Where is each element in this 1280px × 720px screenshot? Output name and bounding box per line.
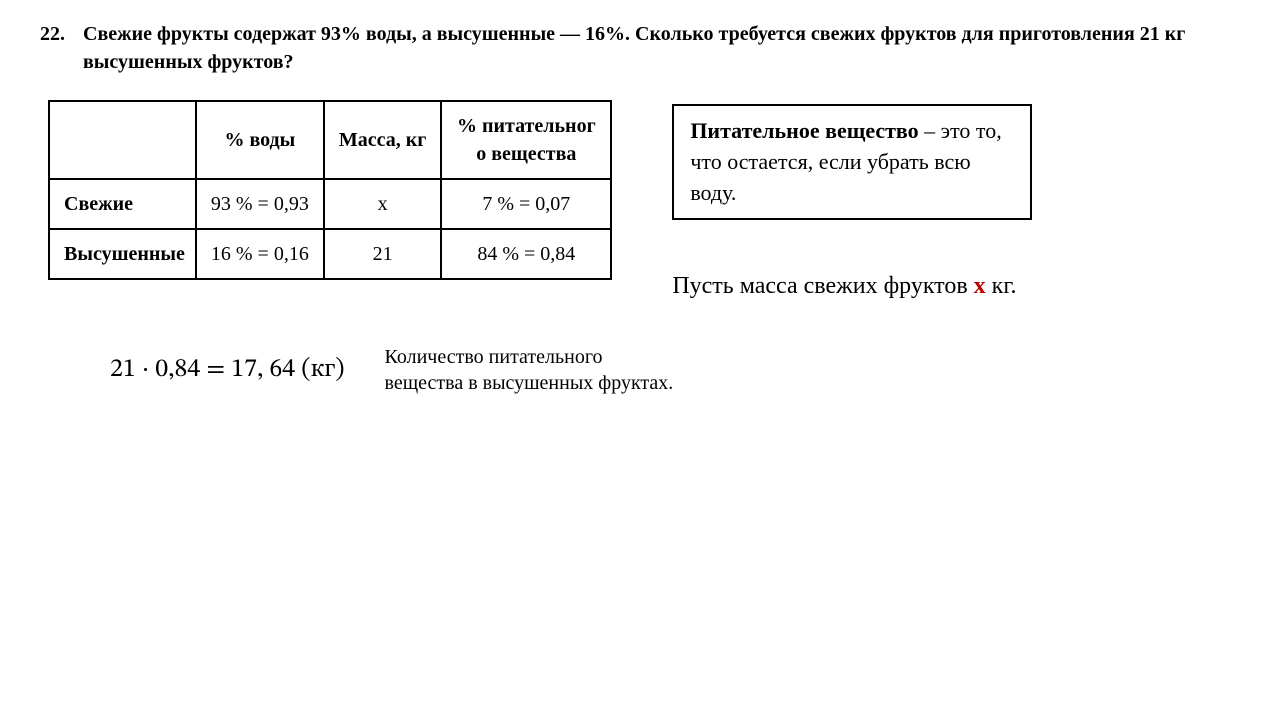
cell: 21 — [324, 229, 441, 279]
definition-box: Питательное вещество – это то, что остае… — [672, 104, 1032, 220]
cell: 7 % = 0,07 — [441, 179, 611, 229]
col-mass: Масса, кг — [324, 101, 441, 179]
cell: 84 % = 0,84 — [441, 229, 611, 279]
table-row: Свежие 93 % = 0,93 х 7 % = 0,07 — [49, 179, 611, 229]
variable-x: х — [974, 273, 986, 299]
calculation-caption: Количество питательного вещества в высуш… — [385, 344, 674, 396]
let-after: кг. — [986, 273, 1017, 299]
caption-line2: вещества в высушенных фруктах. — [385, 372, 674, 394]
col-nutrient: % питательног о вещества — [441, 101, 611, 179]
col-blank — [49, 101, 196, 179]
problem-number: 22. — [40, 20, 65, 76]
table-row: Высушенные 16 % = 0,16 21 84 % = 0,84 — [49, 229, 611, 279]
data-table: % воды Масса, кг % питательног о веществ… — [48, 100, 612, 280]
problem-text: Свежие фрукты содержат 93% воды, а высуш… — [83, 20, 1240, 76]
assumption-line: Пусть масса свежих фруктов х кг. — [672, 270, 1240, 304]
cell: 16 % = 0,16 — [196, 229, 324, 279]
definition-term: Питательное вещество — [690, 118, 918, 143]
row-label-fresh: Свежие — [49, 179, 196, 229]
let-before: Пусть масса свежих фруктов — [672, 273, 973, 299]
caption-line1: Количество питательного — [385, 346, 603, 368]
calculation-formula: 21 · 0,84 = 17, 64 (кг) — [110, 352, 345, 388]
col-water: % воды — [196, 101, 324, 179]
table-header-row: % воды Масса, кг % питательног о веществ… — [49, 101, 611, 179]
cell: х — [324, 179, 441, 229]
row-label-dried: Высушенные — [49, 229, 196, 279]
cell: 93 % = 0,93 — [196, 179, 324, 229]
